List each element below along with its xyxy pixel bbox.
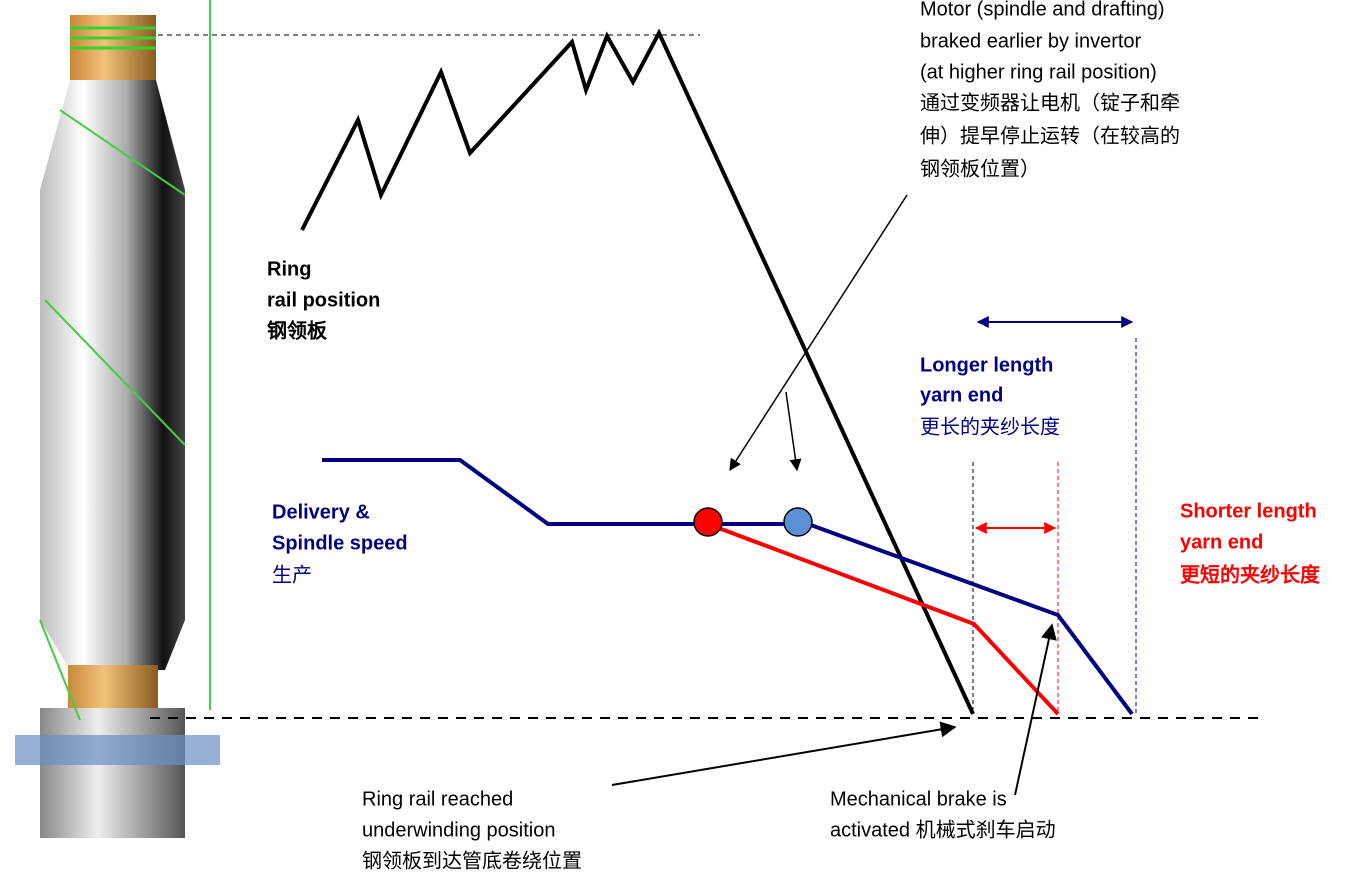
label-line: 更短的夹纱长度 (1180, 562, 1321, 586)
label-line: Spindle speed (272, 532, 408, 554)
red-speed-curve (707, 522, 1060, 716)
ring-rail-curve (300, 28, 975, 715)
label-line: 钢领板到达管底卷绕位置 (362, 849, 582, 872)
label-line: underwinding position (362, 819, 555, 841)
pointer-arrow (611, 721, 957, 786)
label-line: activated 机械式刹车启动 (830, 818, 1056, 841)
pointer-arrow (785, 391, 802, 472)
label-line: 通过变频器让电机（锭子和牵 (920, 91, 1180, 114)
red-point (693, 507, 723, 537)
label-line: Mechanical brake is (830, 788, 1007, 810)
ring-rail-label: Ring rail position 钢领板 (267, 258, 380, 342)
brake-label: Mechanical brake is activated 机械式刹车启动 (830, 788, 1056, 841)
pointer-arrow (729, 194, 908, 472)
blue-point (783, 507, 813, 537)
underwinding-label: Ring rail reached underwinding position … (362, 788, 582, 872)
label-line: 钢领板位置） (920, 157, 1040, 180)
longer-label: Longer length yarn end 更长的夹纱长度 (920, 354, 1060, 438)
label-line: Delivery & (272, 501, 370, 523)
label-line: 更长的夹纱长度 (920, 415, 1060, 438)
label-line: Ring rail reached (362, 788, 513, 810)
label-line: braked earlier by invertor (920, 30, 1142, 52)
motor-label: Motor (spindle and drafting) braked earl… (920, 0, 1180, 180)
label-line: (at higher ring rail position) (920, 61, 1157, 83)
shorter-label: Shorter length yarn end 更短的夹纱长度 (1180, 500, 1321, 586)
blue-speed-curve (322, 458, 1134, 716)
label-line: Shorter length (1180, 500, 1317, 522)
pointer-arrow (1014, 623, 1057, 796)
label-line: 生产 (272, 563, 312, 586)
bobbin-illustration (15, 0, 220, 838)
label-line: Ring (267, 258, 311, 280)
label-line: rail position (267, 289, 380, 311)
label-line: 钢领板 (267, 318, 328, 342)
label-line: 伸）提早停止运转（在较高的 (920, 124, 1180, 147)
label-line: yarn end (1180, 531, 1263, 553)
label-line: Motor (spindle and drafting) (920, 0, 1165, 20)
label-line: yarn end (920, 384, 1003, 406)
delivery-label: Delivery & Spindle speed 生产 (272, 501, 408, 586)
label-line: Longer length (920, 354, 1053, 376)
